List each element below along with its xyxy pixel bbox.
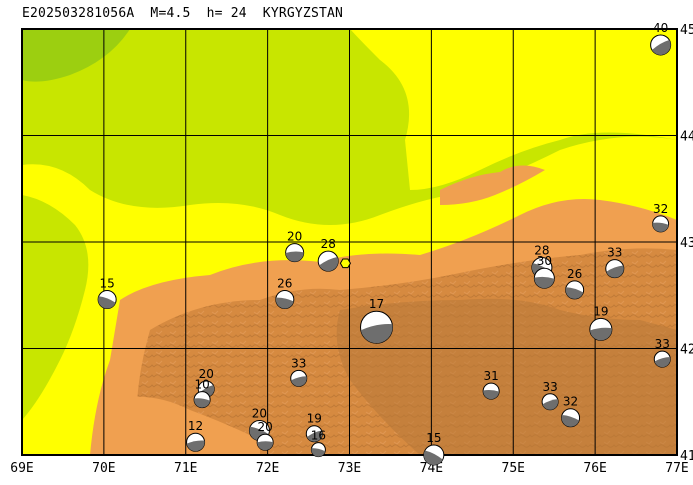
beachball[interactable]: 15	[97, 277, 117, 310]
beachball-compression	[565, 287, 584, 299]
depth-label: 33	[542, 380, 557, 394]
longitude-label: 71E	[174, 461, 197, 476]
beachball-compression	[360, 324, 393, 344]
longitude-label: 73E	[338, 461, 361, 476]
depth-label: 15	[426, 431, 441, 445]
depth-label: 33	[607, 246, 622, 260]
map-title: E202503281056A M=4.5 h= 24 KYRGYZSTAN	[22, 6, 344, 21]
beachball-compression	[534, 276, 555, 289]
beachball[interactable]: 30	[533, 254, 555, 289]
beachball-compression	[257, 441, 274, 451]
beachball[interactable]: 32	[652, 202, 670, 233]
depth-label: 19	[593, 304, 608, 318]
depth-label: 12	[188, 419, 203, 433]
east-ridge-tan	[440, 165, 545, 205]
depth-label: 30	[537, 254, 552, 268]
epicenter-marker[interactable]	[339, 258, 351, 269]
beachball[interactable]: 33	[653, 337, 671, 368]
beachball[interactable]: 33	[541, 380, 559, 411]
beachball[interactable]: 40	[650, 21, 672, 56]
beachball[interactable]: 26	[275, 277, 295, 310]
beachball[interactable]: 15	[423, 431, 445, 466]
latitude-label: 45N	[680, 23, 693, 38]
depth-label: 20	[258, 420, 273, 434]
depth-label: 28	[534, 244, 549, 258]
beachball[interactable]: 12	[186, 419, 206, 452]
beachball-compression	[606, 265, 624, 278]
depth-label: 33	[655, 337, 670, 351]
depth-label: 20	[199, 367, 214, 381]
depth-label: 32	[653, 202, 668, 216]
depth-label: 26	[277, 277, 292, 291]
depth-label: 40	[653, 21, 668, 35]
map-frame	[21, 28, 678, 456]
depth-label: 28	[321, 237, 336, 251]
beachball-compression	[98, 296, 116, 309]
beachball[interactable]: 16	[311, 429, 326, 458]
beachball-compression	[423, 450, 443, 465]
latitude-label: 42N	[680, 343, 693, 358]
beachball-compression	[542, 399, 559, 410]
beachball[interactable]: 17	[360, 297, 394, 344]
depth-label: 17	[369, 297, 384, 311]
depth-label: 31	[484, 369, 499, 383]
longitude-label: 69E	[10, 461, 33, 476]
beachball[interactable]: 19	[589, 304, 613, 341]
depth-label: 16	[311, 429, 326, 443]
latitude-label: 43N	[680, 236, 693, 251]
beachball-compression	[589, 327, 612, 341]
beachball-compression	[194, 398, 211, 408]
longitude-label: 70E	[92, 461, 115, 476]
beachball[interactable]: 31	[482, 369, 500, 400]
beachball[interactable]: 32	[561, 395, 581, 428]
beachball-compression	[654, 356, 671, 368]
beachball[interactable]: 19	[305, 412, 323, 443]
axis-labels: 69E70E71E72E73E74E75E76E77E41N42N43N44N4…	[10, 23, 693, 476]
beachball-compression	[311, 448, 326, 457]
high-mountain-dark	[336, 298, 677, 455]
beachball-compression	[285, 251, 304, 262]
beachball-compression	[275, 297, 294, 309]
latitude-label: 44N	[680, 130, 693, 145]
depth-label: 15	[100, 277, 115, 291]
beachball[interactable]: 20	[256, 420, 274, 451]
beachball-compression	[483, 390, 500, 400]
depth-label: 26	[567, 267, 582, 281]
beachball-compression	[319, 256, 339, 272]
depth-label: 20	[287, 230, 302, 244]
focal-mechanisms: 4032331520282617283033261920103320201916…	[97, 21, 672, 466]
longitude-label: 77E	[665, 461, 688, 476]
depth-label: 33	[291, 356, 306, 370]
depth-label: 19	[307, 412, 322, 426]
beachball-compression	[186, 440, 205, 452]
longitude-label: 76E	[583, 461, 606, 476]
beachball-compression	[306, 430, 323, 442]
beachball-compression	[651, 39, 671, 55]
beachball[interactable]: 33	[605, 246, 625, 279]
latitude-label: 41N	[680, 449, 693, 464]
beachball[interactable]: 28	[317, 237, 339, 272]
longitude-label: 75E	[502, 461, 525, 476]
lowland-green-region	[22, 29, 130, 82]
beachball-compression	[291, 376, 307, 387]
beachball-compression	[652, 222, 669, 232]
epicenter-marker-group	[339, 258, 351, 269]
longitude-label: 72E	[256, 461, 279, 476]
green-plain-west	[22, 195, 89, 420]
beachball-compression	[561, 414, 580, 427]
beachball[interactable]: 20	[285, 230, 305, 263]
fergana-valley-tan	[110, 396, 260, 455]
depth-label: 10	[194, 378, 209, 392]
beachball[interactable]: 26	[565, 267, 585, 300]
depth-label: 20	[252, 407, 267, 421]
beachball[interactable]: 33	[290, 356, 308, 387]
beachball[interactable]: 10	[193, 378, 211, 409]
depth-label: 32	[563, 395, 578, 409]
